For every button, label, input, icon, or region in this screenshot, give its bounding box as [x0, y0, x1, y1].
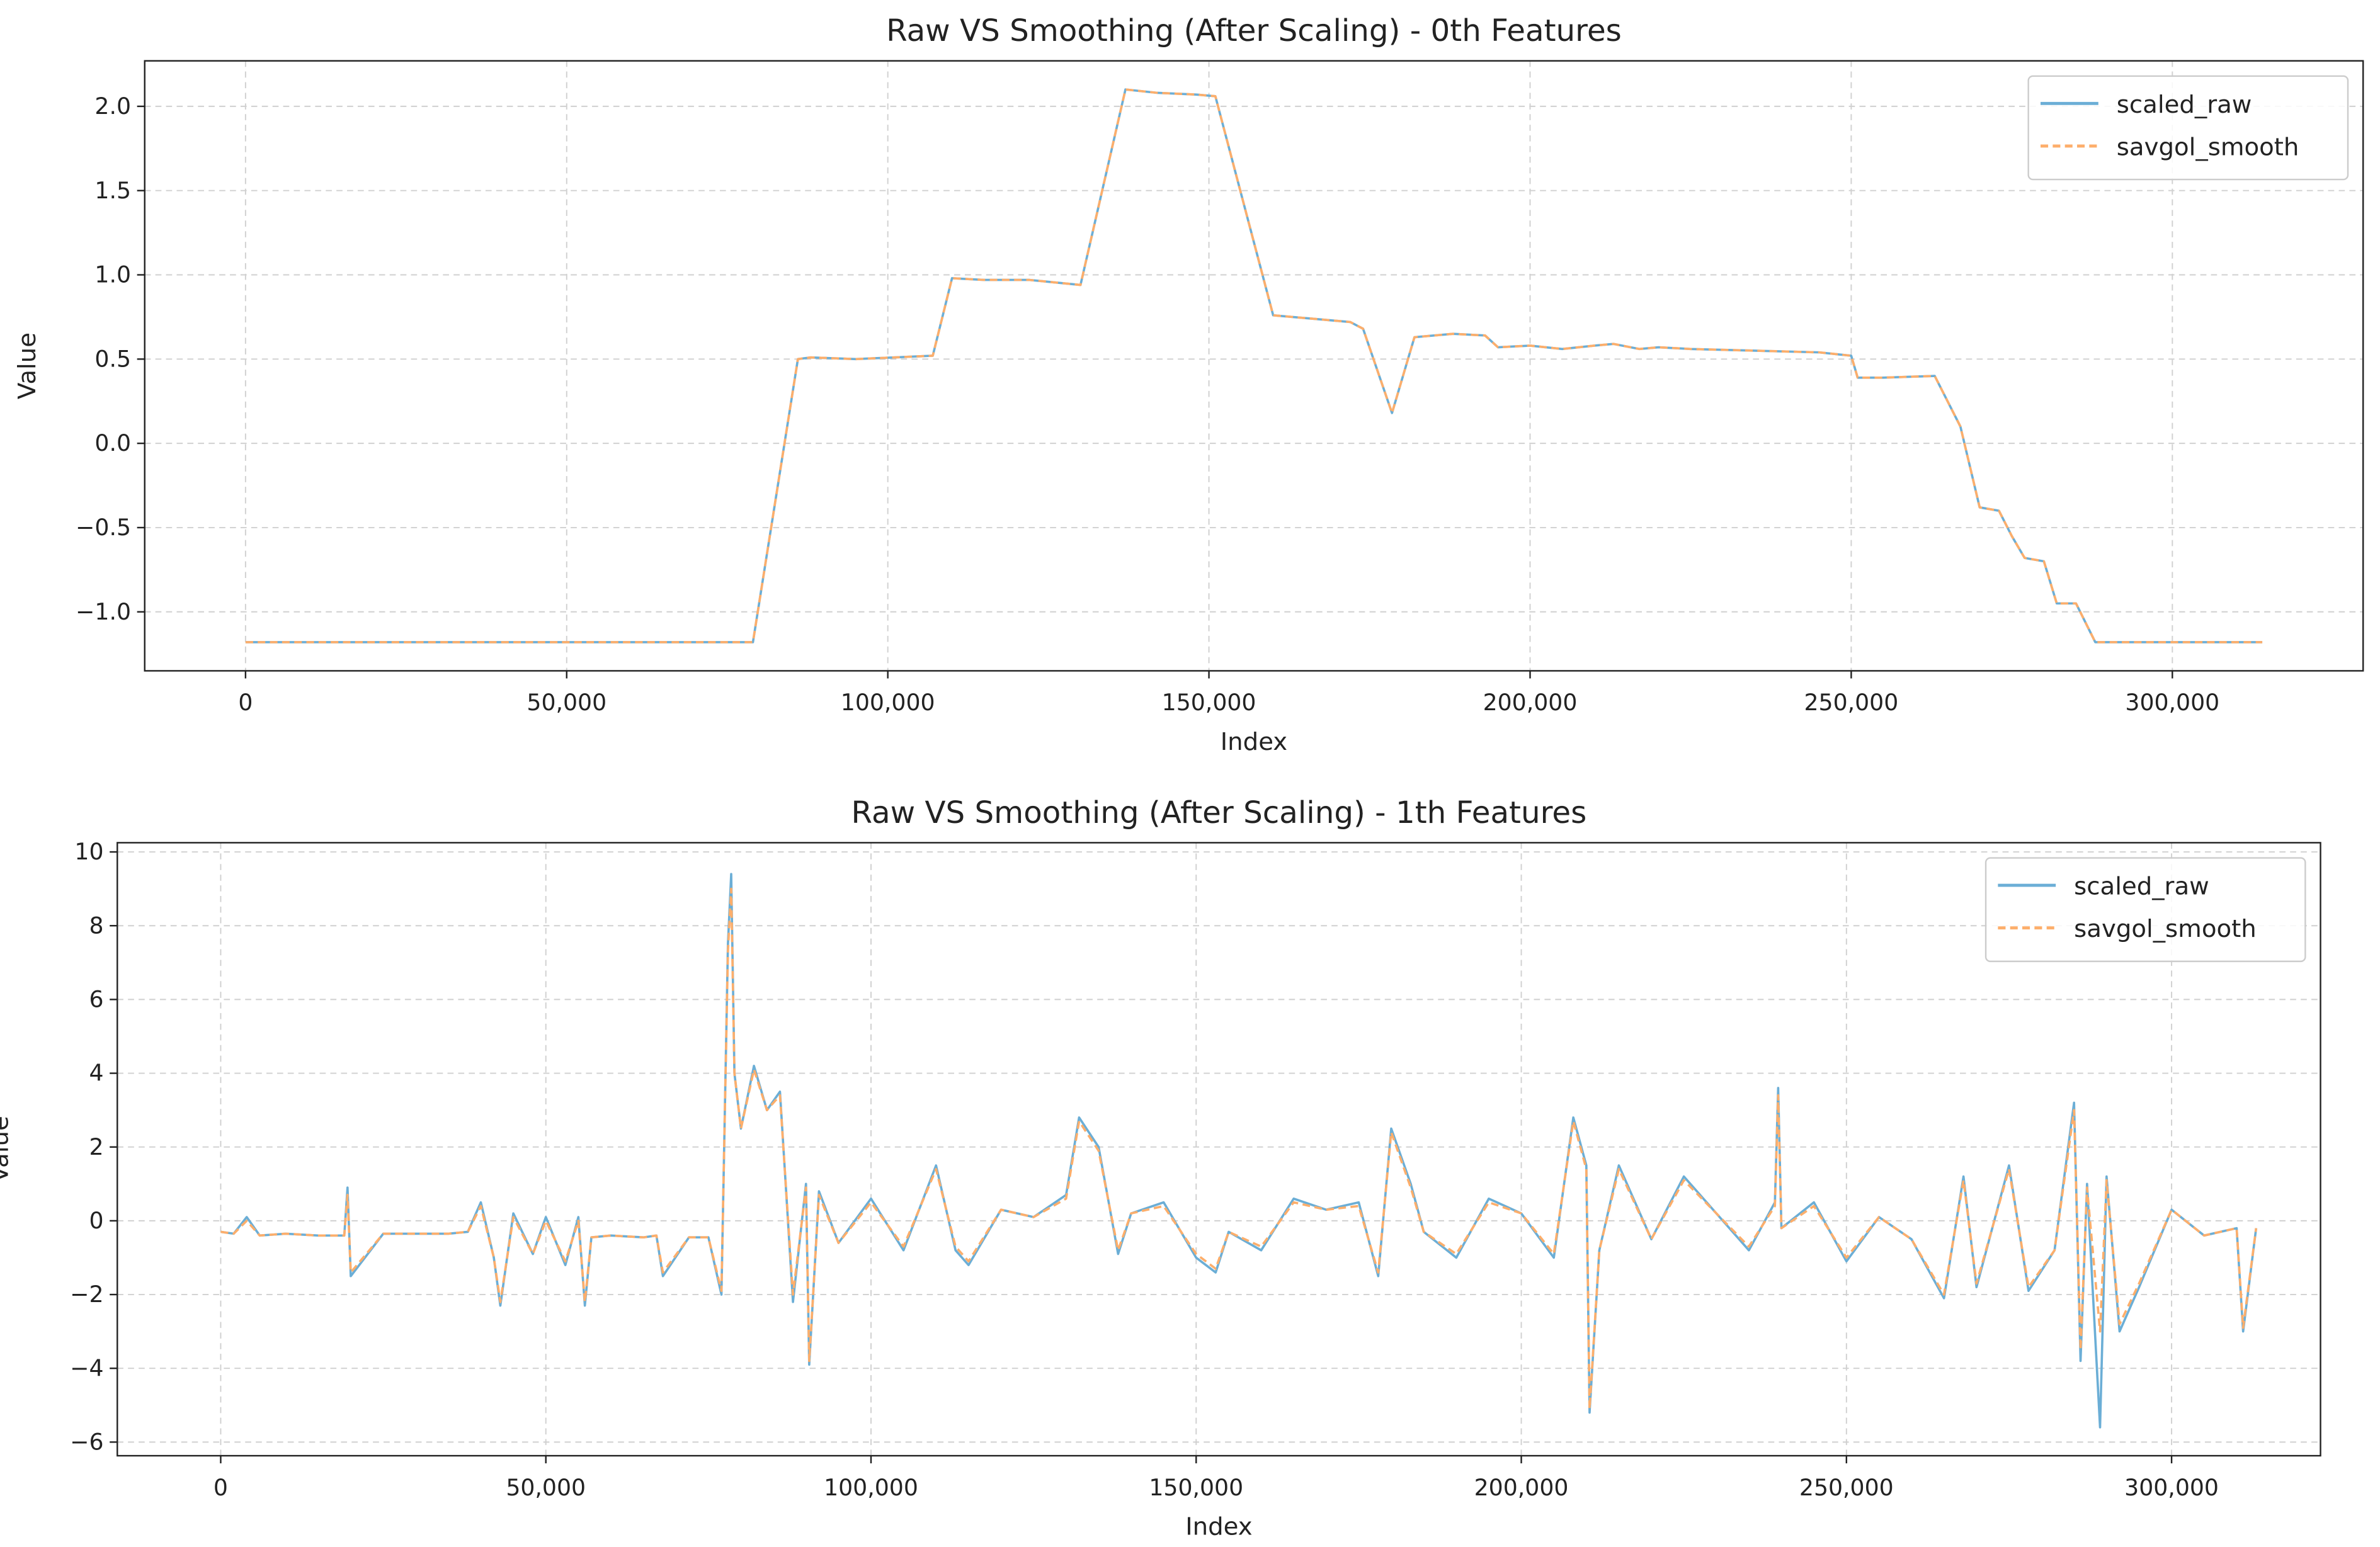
axes-frame [117, 842, 2321, 1457]
x-tick-label: 50,000 [506, 1474, 586, 1501]
y-tick-label: −2 [70, 1281, 103, 1308]
y-tick-label: 6 [89, 985, 103, 1012]
y-tick-label: −1.0 [76, 598, 131, 625]
y-tick-label: −4 [70, 1354, 103, 1381]
x-tick-label: 200,000 [1483, 689, 1578, 716]
y-tick-label: 2.0 [94, 93, 131, 120]
legend-label: savgol_smooth [2117, 133, 2299, 161]
x-tick-label: 50,000 [527, 689, 606, 716]
legend-label: scaled_raw [2117, 91, 2252, 119]
legend-label: scaled_raw [2074, 873, 2209, 901]
x-axis-label: Index [1185, 1513, 1252, 1541]
axes-frame [144, 60, 2364, 672]
chart-title: Raw VS Smoothing (After Scaling) - 1th F… [851, 795, 1587, 830]
legend: scaled_raw savgol_smooth [1984, 857, 2306, 963]
plot-area [220, 873, 2258, 1429]
x-tick-label: 100,000 [824, 1474, 918, 1501]
chart: Raw VS Smoothing (After Scaling) - 1th F… [0, 795, 2321, 1541]
chart-title: Raw VS Smoothing (After Scaling) - 0th F… [886, 13, 1622, 48]
x-tick-label: 250,000 [1799, 1474, 1894, 1501]
x-tick-label: 0 [238, 689, 253, 716]
y-axis-label: Value [13, 332, 42, 399]
y-tick-label: 1.5 [94, 177, 131, 204]
y-axis-label: Value [0, 1116, 14, 1182]
chart: Raw VS Smoothing (After Scaling) - 0th F… [13, 13, 2364, 756]
legend: scaled_raw savgol_smooth [2027, 75, 2349, 181]
y-tick-label: 0 [89, 1207, 103, 1234]
x-tick-label: 200,000 [1474, 1474, 1569, 1501]
y-tick-label: −0.5 [76, 514, 131, 541]
y-tick-label: 0.0 [94, 429, 131, 456]
plot-area [245, 88, 2263, 643]
x-tick-label: 100,000 [841, 689, 935, 716]
series-line [245, 88, 2263, 643]
x-tick-label: 150,000 [1162, 689, 1256, 716]
y-tick-label: 8 [89, 912, 103, 939]
legend-box [1984, 857, 2306, 963]
y-tick-label: −6 [70, 1428, 103, 1455]
x-tick-label: 150,000 [1149, 1474, 1243, 1501]
legend-box [2027, 75, 2349, 181]
y-tick-label: 1.0 [94, 261, 131, 288]
legend-label: savgol_smooth [2074, 915, 2257, 943]
x-tick-label: 250,000 [1804, 689, 1899, 716]
y-tick-label: 2 [89, 1133, 103, 1160]
x-tick-label: 300,000 [2125, 689, 2219, 716]
x-axis-label: Index [1221, 728, 1287, 756]
x-tick-label: 0 [214, 1474, 228, 1501]
x-tick-label: 300,000 [2124, 1474, 2219, 1501]
y-tick-label: 4 [89, 1060, 103, 1087]
y-tick-label: 0.5 [94, 345, 131, 372]
series-line [220, 887, 2258, 1410]
y-tick-label: 10 [74, 838, 103, 865]
